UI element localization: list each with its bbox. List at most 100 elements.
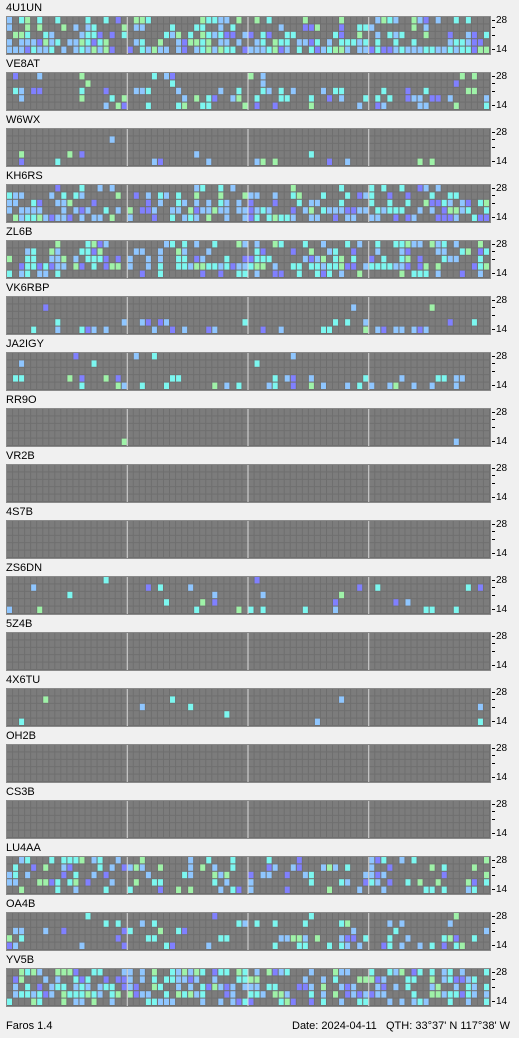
- empty-cell: [85, 143, 91, 151]
- signal-cell: [248, 606, 254, 613]
- empty-cell: [85, 199, 91, 207]
- empty-cell: [290, 535, 296, 543]
- empty-cell: [79, 647, 85, 655]
- empty-cell: [423, 655, 429, 662]
- empty-cell: [296, 136, 302, 143]
- empty-cell: [254, 382, 260, 389]
- signal-cell: [31, 214, 37, 221]
- empty-cell: [375, 255, 381, 263]
- empty-cell: [139, 465, 145, 472]
- signal-cell: [284, 39, 290, 46]
- signal-cell: [133, 353, 139, 360]
- empty-cell: [320, 655, 326, 662]
- empty-cell: [224, 528, 230, 535]
- empty-cell: [188, 472, 194, 479]
- empty-cell: [103, 465, 109, 472]
- empty-cell: [73, 521, 79, 528]
- empty-cell: [459, 95, 465, 102]
- empty-cell: [272, 326, 278, 333]
- empty-cell: [333, 423, 339, 431]
- empty-cell: [266, 584, 272, 591]
- empty-cell: [55, 606, 61, 613]
- signal-cell: [272, 199, 278, 207]
- empty-cell: [109, 543, 115, 550]
- empty-cell: [351, 438, 357, 445]
- empty-cell: [67, 102, 73, 109]
- empty-cell: [230, 584, 236, 591]
- empty-cell: [405, 584, 411, 591]
- empty-cell: [290, 46, 296, 53]
- empty-cell: [25, 311, 31, 319]
- propagation-grid: [6, 520, 491, 559]
- empty-cell: [133, 640, 139, 647]
- empty-cell: [272, 655, 278, 662]
- empty-cell: [272, 367, 278, 375]
- empty-cell: [272, 151, 278, 158]
- empty-cell: [302, 494, 308, 501]
- empty-cell: [139, 543, 145, 550]
- empty-cell: [19, 319, 25, 326]
- empty-cell: [483, 543, 489, 550]
- empty-cell: [236, 465, 242, 472]
- signal-cell: [363, 207, 369, 214]
- empty-cell: [194, 143, 200, 151]
- signal-cell: [399, 263, 405, 270]
- propagation-grid: [6, 576, 491, 615]
- empty-cell: [230, 431, 236, 438]
- empty-cell: [254, 416, 260, 423]
- empty-cell: [459, 543, 465, 550]
- empty-cell: [375, 465, 381, 472]
- empty-cell: [121, 465, 127, 472]
- empty-cell: [278, 207, 284, 214]
- empty-cell: [236, 102, 242, 109]
- empty-cell: [393, 185, 399, 192]
- empty-cell: [351, 584, 357, 591]
- empty-cell: [49, 423, 55, 431]
- empty-cell: [429, 17, 435, 24]
- empty-cell: [67, 80, 73, 87]
- empty-cell: [260, 367, 266, 375]
- empty-cell: [399, 353, 405, 360]
- empty-cell: [387, 143, 393, 151]
- signal-cell: [242, 31, 248, 39]
- empty-cell: [477, 95, 483, 102]
- empty-cell: [242, 431, 248, 438]
- empty-cell: [43, 143, 49, 151]
- empty-cell: [230, 87, 236, 95]
- band-tick: [492, 539, 495, 540]
- empty-cell: [19, 129, 25, 136]
- empty-cell: [411, 431, 417, 438]
- empty-cell: [417, 311, 423, 319]
- empty-cell: [176, 577, 182, 584]
- empty-cell: [459, 591, 465, 599]
- empty-cell: [170, 431, 176, 438]
- empty-cell: [399, 655, 405, 662]
- empty-cell: [31, 431, 37, 438]
- empty-cell: [145, 375, 151, 382]
- empty-cell: [145, 24, 151, 31]
- empty-cell: [339, 521, 345, 528]
- empty-cell: [483, 39, 489, 46]
- empty-cell: [351, 270, 357, 277]
- band-label-top: 28: [491, 519, 508, 530]
- empty-cell: [25, 360, 31, 367]
- empty-cell: [79, 360, 85, 367]
- empty-cell: [73, 158, 79, 165]
- empty-cell: [441, 367, 447, 375]
- signal-cell: [333, 87, 339, 95]
- empty-cell: [260, 24, 266, 31]
- empty-cell: [308, 662, 314, 669]
- empty-cell: [242, 438, 248, 445]
- empty-cell: [25, 95, 31, 102]
- empty-cell: [182, 550, 188, 557]
- signal-cell: [447, 207, 453, 214]
- empty-cell: [115, 31, 121, 39]
- empty-cell: [290, 438, 296, 445]
- empty-cell: [417, 214, 423, 221]
- empty-cell: [248, 319, 254, 326]
- empty-cell: [435, 151, 441, 158]
- empty-cell: [61, 416, 67, 423]
- signal-cell: [471, 87, 477, 95]
- empty-cell: [236, 73, 242, 80]
- empty-cell: [25, 606, 31, 613]
